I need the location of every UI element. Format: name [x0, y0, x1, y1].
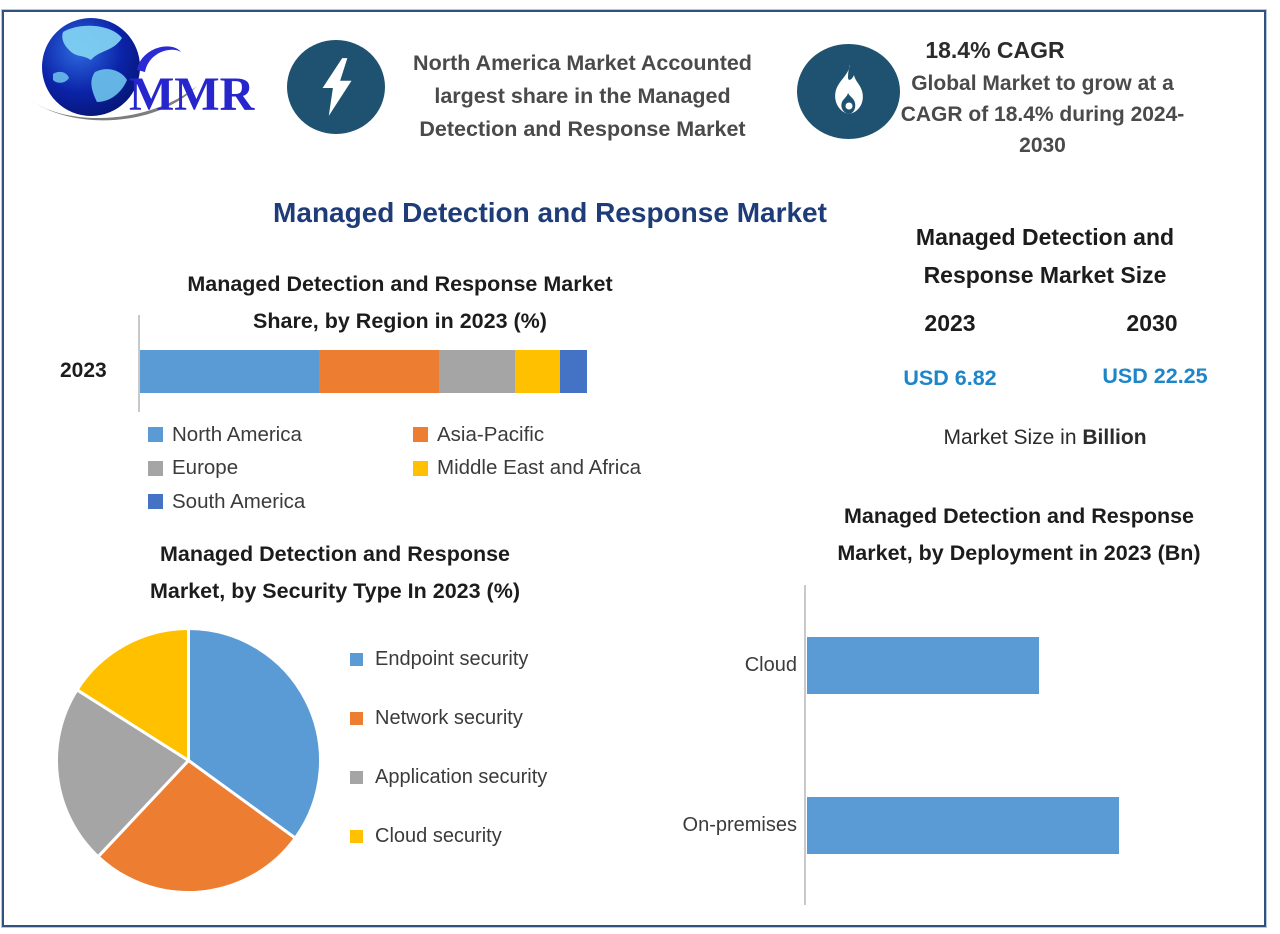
market-size-title: Managed Detection and Response Market Si…: [880, 218, 1210, 294]
legend-marker: [148, 460, 163, 476]
pie-slice-cloud-security: Cloud security 16%: [75, 627, 190, 762]
region-stacked-bar: [140, 350, 587, 393]
legend-label: Application security: [375, 766, 548, 788]
legend-label: Asia-Pacific: [437, 422, 545, 446]
bar-segment-middle-east-and-africa: [515, 350, 561, 393]
page-title: Managed Detection and Response Market: [273, 197, 827, 228]
deployment-y-axis: [804, 585, 806, 905]
deployment-row-cloud: Cloud: [640, 585, 1220, 745]
pie-slice-endpoint-security: Endpoint security 35%: [187, 627, 323, 840]
deployment-row-on-premises: On-premises: [640, 745, 1220, 905]
bar-segment-south-america: [560, 350, 587, 393]
pie-slice-network-security: Network security 27%: [96, 759, 297, 894]
cagr-line: Global Market to grow at a: [911, 72, 1174, 95]
security-chart-title-line: Managed Detection and Response: [159, 542, 511, 566]
legend-item-europe: Europe: [148, 456, 413, 480]
security-pie-legend: Endpoint security Network security Applica…: [350, 648, 547, 884]
deployment-bar-cloud: [807, 636, 1039, 694]
security-chart-title: Managed Detection and Response Market, b…: [55, 536, 615, 610]
cagr-description: Global Market to grow at a CAGR of 18.4%…: [860, 68, 1225, 161]
legend-label: North America: [172, 422, 302, 446]
region-legend: North America Asia-Pacific Europe Middle Ea…: [148, 418, 748, 519]
legend-marker: [350, 653, 363, 666]
legend-item-asia-pacific: Asia-Pacific: [413, 423, 544, 447]
legend-marker: [413, 460, 428, 476]
legend-label: Network security: [375, 707, 523, 729]
legend-label: Endpoint security: [375, 648, 529, 670]
legend-marker: [148, 427, 163, 443]
market-size-title-line: Managed Detection and: [915, 224, 1175, 250]
mmr-logo: MMR: [25, 14, 260, 126]
legend-item-north-america: North America: [148, 423, 413, 447]
legend-item-cloud-security: Cloud security: [350, 825, 547, 848]
legend-item-endpoint-security: Endpoint security: [350, 648, 547, 671]
region-axis-category: 2023: [60, 359, 107, 382]
cagr-line: 2030: [1019, 134, 1066, 157]
region-chart-title-line: Managed Detection and Response Market: [187, 272, 613, 296]
legend-row: North America Asia-Pacific: [148, 418, 748, 452]
security-pie-chart: Endpoint security 35%Network security 27…: [54, 627, 323, 894]
bar-segment-asia-pacific: [318, 350, 440, 393]
market-size-note-prefix: Market Size in: [943, 426, 1083, 449]
deployment-chart-title-line: Market, by Deployment in 2023 (Bn): [837, 541, 1201, 565]
legend-row: Europe Middle East and Africa: [148, 452, 748, 486]
legend-item-south-america: South America: [148, 490, 413, 514]
legend-item-application-security: Application security: [350, 766, 547, 789]
bar-segment-north-america: [140, 350, 319, 393]
bar-segment-europe: [439, 350, 516, 393]
market-size-title-line: Response Market Size: [923, 262, 1167, 288]
security-chart-title-line: Market, by Security Type In 2023 (%): [149, 579, 520, 603]
market-size-value-start: USD 6.82: [903, 366, 997, 390]
market-size-note: Market Size in Billion: [880, 426, 1210, 450]
deployment-category-label: Cloud: [744, 653, 797, 676]
region-chart-title-line: Share, by Region in 2023 (%): [253, 309, 547, 333]
lightning-icon: [287, 40, 385, 134]
region-chart-title: Managed Detection and Response Market Sh…: [100, 266, 700, 340]
region-y-axis: [138, 315, 140, 412]
legend-label: Europe: [172, 456, 239, 480]
banner-line: Detection and Response Market: [419, 117, 746, 141]
flame-icon: [797, 44, 900, 139]
deployment-chart-title: Managed Detection and Response Market, b…: [745, 498, 1280, 572]
banner-line: largest share in the Managed: [434, 84, 731, 108]
legend-marker: [413, 427, 428, 443]
cagr-value: 18.4% CAGR: [925, 37, 1065, 63]
legend-marker: [148, 494, 163, 510]
market-size-year-end: 2030: [1126, 310, 1178, 336]
legend-label: Middle East and Africa: [437, 456, 641, 480]
banner-line: North America Market Accounted: [413, 51, 752, 75]
market-size-value-end: USD 22.25: [1102, 364, 1208, 388]
pie-slice-application-security: Application security 22%: [54, 688, 190, 859]
legend-row: South America: [148, 485, 748, 519]
deployment-bar-on-premises: [807, 796, 1119, 854]
legend-marker: [350, 830, 363, 843]
legend-label: Cloud security: [375, 825, 502, 847]
deployment-category-label: On-premises: [682, 813, 797, 836]
legend-item-middle-east-and-africa: Middle East and Africa: [413, 456, 641, 480]
legend-item-network-security: Network security: [350, 707, 547, 730]
banner-north-america: North America Market Accounted largest s…: [390, 47, 775, 146]
globe-graphic: MMR: [31, 18, 256, 121]
legend-label: South America: [172, 489, 306, 513]
legend-marker: [350, 771, 363, 784]
legend-marker: [350, 712, 363, 725]
deployment-chart-title-line: Managed Detection and Response: [843, 504, 1195, 528]
market-size-note-unit: Billion: [1082, 426, 1147, 449]
cagr-line: CAGR of 18.4% during 2024-: [900, 103, 1185, 126]
logo-text: MMR: [129, 68, 256, 121]
logo-swoosh-blue: [137, 46, 181, 72]
market-size-year-start: 2023: [924, 310, 976, 336]
deployment-chart: Cloud On-premises: [640, 585, 1220, 905]
